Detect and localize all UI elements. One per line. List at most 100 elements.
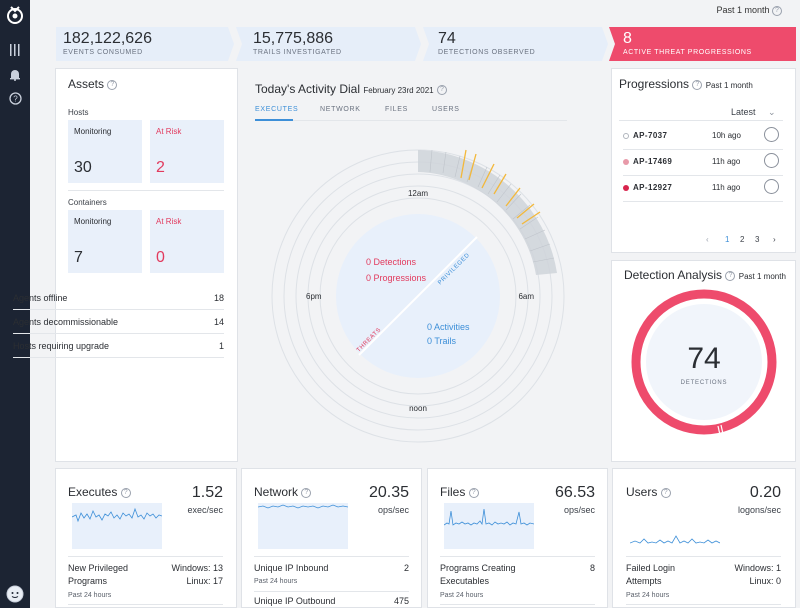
progression-id: AP-12927 [633,183,673,192]
card-value: 7 [74,249,83,266]
users-sparkline [630,535,720,544]
stat-events-consumed[interactable]: 182,122,626 EVENTS CONSUMED [56,27,234,61]
tab-files[interactable]: FILES [385,106,408,113]
pager-page-1[interactable]: 1 [725,235,730,244]
period-selector[interactable]: Past 1 month ? [716,5,782,16]
user-icon[interactable] [764,179,779,194]
dial-progressions[interactable]: 0 Progressions [366,273,426,283]
progression-ago: 10h ago [712,131,741,140]
user-icon[interactable] [764,127,779,142]
hosts-monitoring-card[interactable]: Monitoring 30 [68,120,142,183]
arc-highlights [460,149,541,225]
files-value: 66.53 [554,484,595,501]
pager-prev-icon[interactable]: ‹ [706,235,709,244]
progression-id: AP-7037 [633,131,668,140]
help-icon[interactable]: ? [660,487,671,498]
logo-icon[interactable] [5,5,25,25]
dial-detections[interactable]: 0 Detections [366,257,416,267]
progression-ago: 11h ago [712,157,741,166]
divider [626,556,781,557]
dial-title: Today's Activity Dial February 23rd 2021… [255,82,447,96]
pager-page-3[interactable]: 3 [755,235,760,244]
help-icon[interactable]: ? [468,487,479,498]
activity-dial[interactable]: 12am 6am noon 6pm THREATS PRIVILEGED [262,138,574,448]
stat-detections-observed[interactable]: 74 DETECTIONS OBSERVED [423,27,608,61]
user-icon[interactable] [764,153,779,168]
executes-windows-value: Windows: 13 [171,563,223,573]
progression-row[interactable]: AP-17469 11h ago [623,150,783,176]
stat-active-threat-progressions[interactable]: 8 ACTIVE THREAT PROGRESSIONS [609,27,796,61]
row-value: 18 [213,293,224,303]
containers-at-risk-card[interactable]: At Risk 0 [150,210,224,273]
hosts-at-risk-card[interactable]: At Risk 2 [150,120,224,183]
tab-users[interactable]: USERS [432,106,460,113]
dial-trails[interactable]: 0 Trails [427,336,456,346]
tab-executes[interactable]: EXECUTES [255,106,299,113]
divider [626,604,781,605]
bell-icon[interactable] [5,64,25,84]
dial-divider [358,236,478,356]
menu-bars-icon[interactable] [5,40,25,60]
assets-title-text: Assets [68,77,105,91]
pager-next-icon[interactable]: › [773,235,776,244]
executes-value: 1.52 [191,484,223,501]
dial-activities[interactable]: 0 Activities [427,322,470,332]
progression-row[interactable]: AP-7037 10h ago [623,124,783,150]
pager-page-2[interactable]: 2 [740,235,745,244]
card-value: 30 [74,159,92,176]
stat-trails-investigated[interactable]: 15,775,886 TRAILS INVESTIGATED [236,27,421,61]
help-icon[interactable]: ? [772,5,782,16]
divider [68,604,223,605]
progressions-label: Progressions [373,273,427,283]
executes-unit: exec/sec [187,505,223,515]
stat-label: ACTIVE THREAT PROGRESSIONS [623,49,752,56]
help-icon[interactable]: ? [5,88,25,108]
help-icon[interactable]: ? [692,79,703,90]
trails-label: Trails [434,336,457,346]
files-row-label: Programs Creating Executables [440,563,516,586]
help-icon[interactable]: ? [120,487,131,498]
active-tab-indicator [255,119,293,121]
help-icon[interactable]: ? [301,487,312,498]
user-avatar-icon[interactable] [5,584,25,604]
files-sparkline [444,503,534,549]
tab-network[interactable]: NETWORK [320,106,361,113]
progressions-title: Progressions ? Past 1 month [619,77,753,91]
users-title-text: Users [626,485,658,499]
network-unit: ops/sec [377,505,409,515]
nav-rail: ? [0,0,30,608]
divider [619,120,783,121]
network-inbound-value: 2 [403,563,409,573]
network-value: 20.35 [368,484,409,501]
asset-row-agents-offline[interactable]: Agents offline 18 [13,286,224,310]
row-label: Agents decommissionable [13,317,119,327]
help-icon[interactable]: ? [436,84,447,95]
help-icon[interactable]: ? [725,270,736,281]
containers-monitoring-card[interactable]: Monitoring 7 [68,210,142,273]
network-title: Network ? [254,485,312,499]
network-outbound-value: 475 [393,596,409,606]
sort-select[interactable]: Latest ⌄ [731,107,776,118]
card-label: At Risk [156,217,182,226]
stat-label: EVENTS CONSUMED [63,49,143,56]
network-row-sub: Past 24 hours [254,578,298,585]
asset-row-agents-decommissionable[interactable]: Agents decommissionable 14 [13,310,224,334]
network-title-text: Network [254,485,299,499]
progressions-title-text: Progressions [619,77,690,91]
detections-label: DETECTIONS [680,380,728,386]
files-unit: ops/sec [563,505,595,515]
users-windows-value: Windows: 1 [734,563,781,573]
activities-count: 0 [427,322,433,332]
detections-donut[interactable] [630,288,778,436]
progression-id: AP-17469 [633,157,673,166]
asset-row-hosts-requiring-upgrade[interactable]: Hosts requiring upgrade 1 [13,334,224,358]
divider [254,591,409,592]
help-icon[interactable]: ? [107,79,118,90]
hour-6am: 6am [518,292,534,301]
sort-select-value: Latest [731,107,756,117]
progression-row[interactable]: AP-12927 11h ago [623,176,783,202]
stat-label: TRAILS INVESTIGATED [253,49,342,56]
progression-ago: 11h ago [712,183,741,192]
files-title: Files ? [440,485,479,499]
stat-value: 15,775,886 [253,30,334,47]
